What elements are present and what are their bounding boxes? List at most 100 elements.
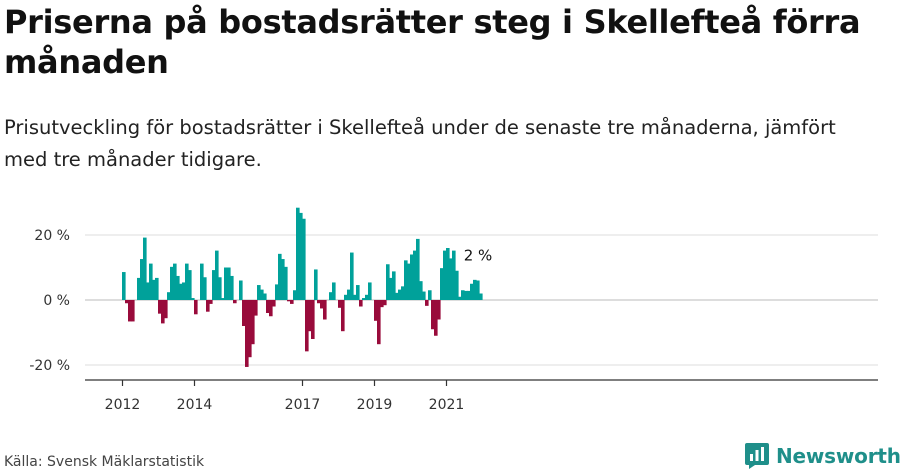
bar [314,269,318,300]
bar [152,279,156,300]
bar [176,275,180,300]
bar [401,286,405,300]
bar [209,300,213,304]
bar [455,270,459,300]
latest-value-label: 2 % [464,247,493,265]
bar [410,254,414,300]
bar [203,277,207,300]
bar [476,280,480,300]
bar [353,294,357,300]
bar [356,285,360,300]
x-tick-label: 2012 [105,397,141,413]
bar [191,298,195,300]
bar [446,248,450,300]
x-axis [85,379,878,386]
bar [374,300,378,321]
bar [167,292,171,300]
brand-logo: Newsworthy [744,441,900,471]
bar [206,300,210,312]
bar [200,263,204,300]
x-tick-label: 2019 [357,397,393,413]
bar [389,277,393,300]
bar [383,300,387,306]
bar [242,300,246,326]
bar [458,296,462,300]
bar [269,300,273,317]
bar [416,238,420,300]
bar [323,300,327,320]
bar [449,258,453,300]
bar [431,300,435,330]
bar [428,290,432,300]
bar [131,300,135,322]
bar [272,300,276,307]
bar [281,259,285,300]
bar [284,266,288,300]
bar [140,259,144,300]
bar [350,252,354,300]
bar [275,284,279,300]
bar [473,279,477,300]
newsworthy-logo-icon [745,443,769,469]
bar [194,300,198,315]
bar [212,270,216,300]
bar [278,253,282,300]
bar [404,260,408,300]
bar [146,282,150,300]
tick-labels: 20 % 0 % -20 % 2012 2014 2017 2019 2021 2 % [29,228,492,413]
bar [137,277,141,300]
bar [464,290,468,300]
source-note: Källa: Svensk Mäklarstatistik [4,454,205,470]
bar [155,277,159,300]
bar [128,300,132,322]
bar [362,298,366,300]
bar [182,282,186,300]
bar [467,290,471,300]
bar [230,275,234,300]
bar [179,283,183,300]
bar [380,300,384,308]
bar [170,266,174,300]
bar [359,300,363,307]
bar [164,300,168,319]
bar [311,300,315,339]
bar [173,263,177,300]
bar [239,280,243,300]
bar [392,271,396,300]
chart-subtitle: Prisutveckling för bostadsrätter i Skell… [4,116,836,171]
bar [452,250,456,300]
bar [305,300,309,352]
bar [338,300,342,308]
bar [413,250,417,300]
bar [320,300,324,309]
bar [302,218,306,300]
bar [470,283,474,300]
bar [125,300,129,304]
bar [188,270,192,300]
bar [122,272,126,300]
bar [332,282,336,300]
y-tick-label: 20 % [34,228,70,244]
x-tick-label: 2017 [285,397,321,413]
chart-title: Priserna på bostadsrätter steg i Skellef… [4,3,861,81]
bar [341,300,345,332]
bar [422,291,426,300]
bar [308,300,312,332]
bar [227,267,231,300]
bar [266,300,270,313]
bar [329,292,333,300]
bar [407,263,411,300]
bar [143,237,147,300]
bar [395,292,399,300]
bar [461,290,465,300]
bar [290,300,294,304]
bar [161,300,165,324]
bar [479,293,483,300]
bar [386,264,390,300]
bars [122,207,483,367]
bar [299,212,303,300]
bar [260,289,264,300]
bar [245,300,249,367]
bar [365,294,369,300]
x-tick-label: 2014 [177,397,213,413]
